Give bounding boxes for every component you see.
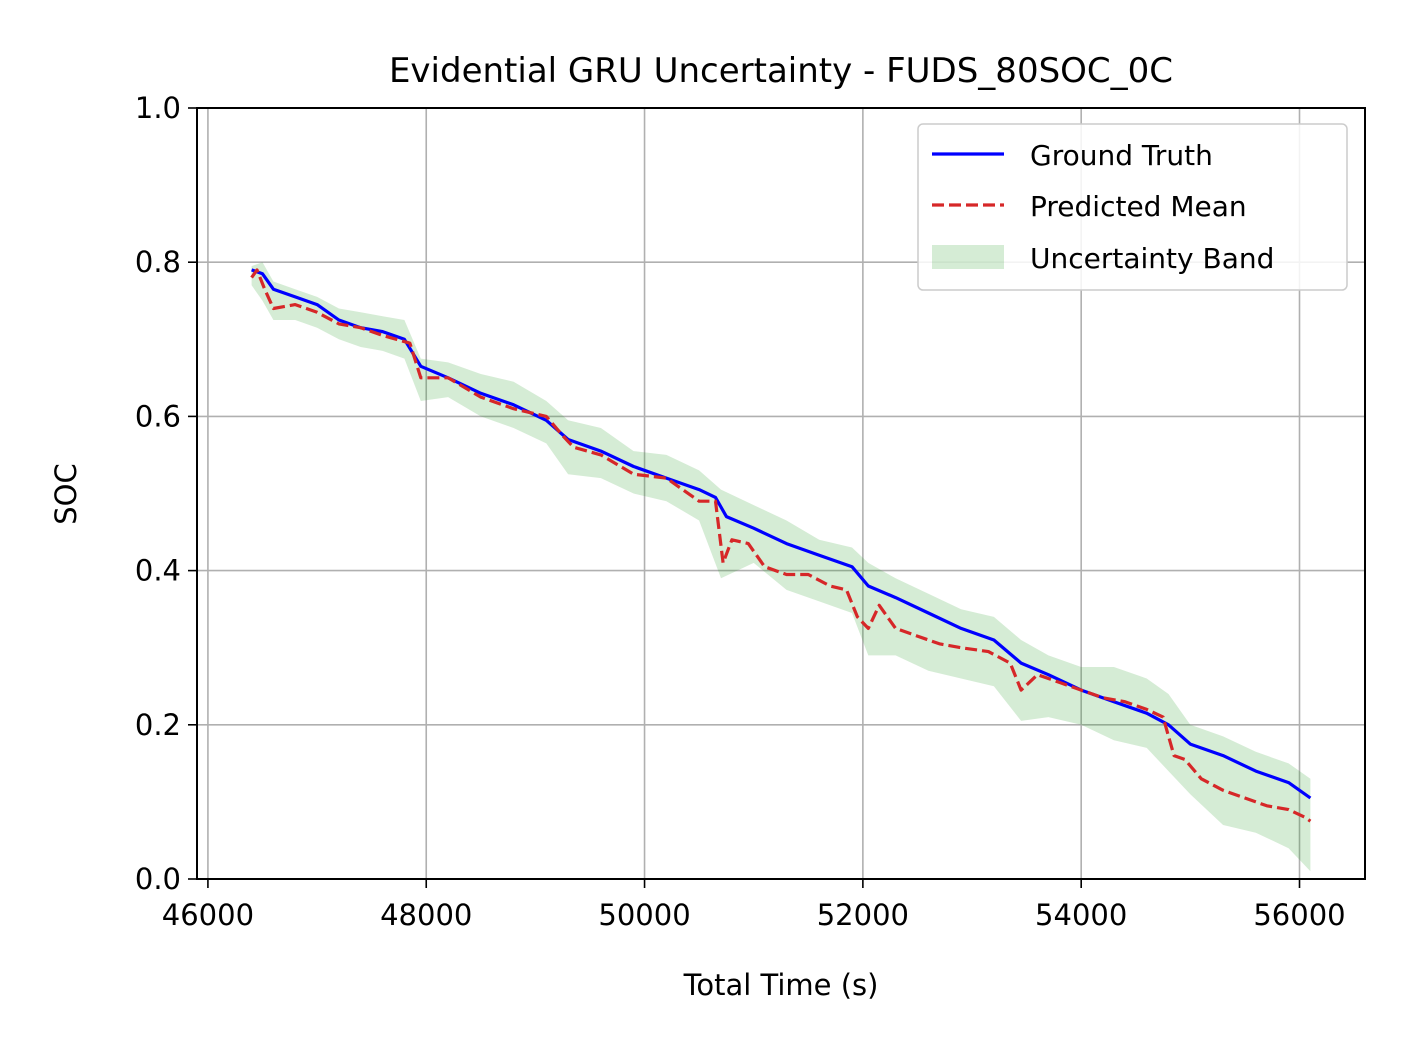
x-tick-label: 56000 xyxy=(1253,898,1345,932)
x-tick-label: 52000 xyxy=(817,898,909,932)
x-axis-label: Total Time (s) xyxy=(683,968,879,1002)
x-axis: 46000 48000 50000 52000 54000 56000 xyxy=(162,879,1346,932)
y-axis: 0.0 0.2 0.4 0.6 0.8 1.0 xyxy=(135,91,197,896)
ground-truth-line xyxy=(251,268,1312,800)
legend-uncertainty-band-swatch xyxy=(932,245,1004,269)
plot-frame xyxy=(196,107,1366,880)
x-tick-label: 46000 xyxy=(162,898,254,932)
y-tick-label: 0.2 xyxy=(135,708,181,742)
chart-title: Evidential GRU Uncertainty - FUDS_80SOC_… xyxy=(389,51,1173,91)
x-tick-label: 54000 xyxy=(1035,898,1127,932)
x-tick-label: 48000 xyxy=(380,898,472,932)
y-tick-label: 0.4 xyxy=(135,554,181,588)
legend-uncertainty-band-label: Uncertainty Band xyxy=(1030,242,1274,275)
uncertainty-band-area xyxy=(251,262,1311,872)
legend-frame xyxy=(917,123,1348,291)
y-tick-label: 0.0 xyxy=(135,862,181,896)
y-axis-label: SOC xyxy=(49,463,83,524)
x-tick-label: 50000 xyxy=(598,898,690,932)
legend: Ground Truth Predicted Mean Uncertainty … xyxy=(917,123,1348,291)
y-tick-label: 0.6 xyxy=(135,399,181,433)
legend-ground-truth-label: Ground Truth xyxy=(1030,139,1213,172)
y-tick-label: 1.0 xyxy=(135,91,181,125)
y-tick-label: 0.8 xyxy=(135,245,181,279)
predicted-mean-line xyxy=(250,268,1312,823)
legend-predicted-mean-label: Predicted Mean xyxy=(1030,190,1247,223)
